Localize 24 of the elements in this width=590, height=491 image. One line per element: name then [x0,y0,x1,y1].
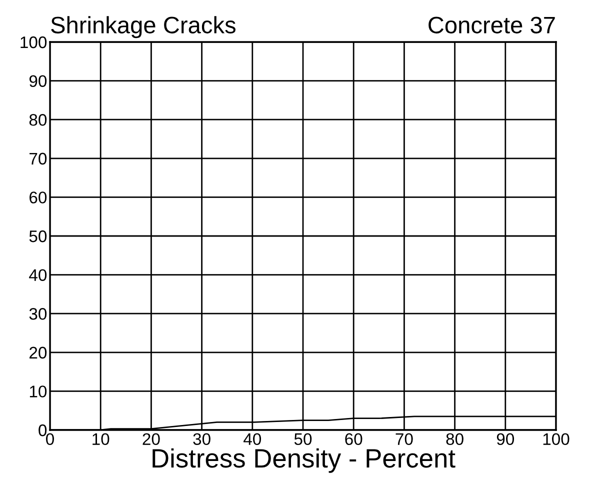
x-tick-label: 50 [294,433,312,446]
chart-subtitle: Concrete 37 [428,16,555,34]
x-tick-label: 100 [543,433,570,446]
chart-title: Shrinkage Cracks [51,16,236,38]
y-tick-label: 90 [29,75,47,88]
y-tick-label: 80 [29,114,47,126]
y-tick-label: 60 [30,192,47,204]
x-tick-label: 30 [193,433,210,446]
y-tick-label: 10 [30,386,47,398]
x-tick-label: 40 [244,433,262,446]
x-tick-label: 60 [345,433,362,446]
y-tick-label: 40 [29,269,47,282]
y-tick-label: 30 [29,308,47,320]
y-tick-label: 70 [30,152,47,165]
x-tick-label: 10 [92,433,110,446]
x-tick-label: 90 [496,433,514,446]
y-tick-label: 50 [29,230,47,242]
x-tick-label: 20 [142,433,160,446]
x-tick-label: 70 [396,433,413,446]
y-tick-label: 0 [38,424,47,436]
y-tick-label: 20 [30,346,47,359]
x-tick-label: 80 [446,433,464,446]
x-axis-title: Distress Density - Percent [152,448,456,473]
y-tick-label: 100 [20,36,47,48]
